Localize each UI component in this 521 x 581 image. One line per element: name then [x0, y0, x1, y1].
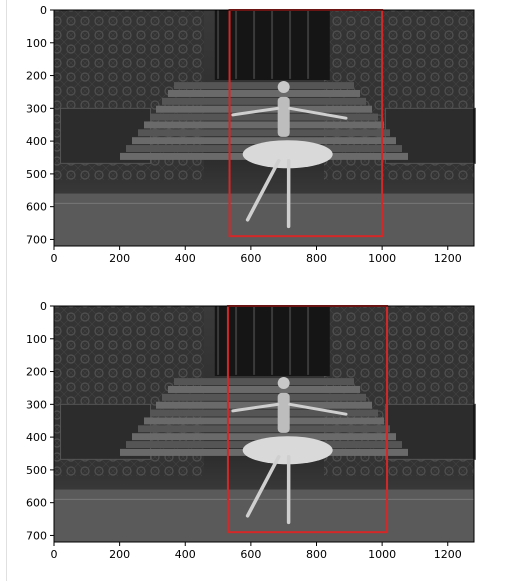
x-tick-label: 1200	[434, 548, 462, 561]
plot-frame-1: 0 200 400 600 800 1000 1200 0 100 200 300 400 500 600…	[8, 0, 508, 270]
plot-frame-2: 0 200 400 600 800 1000 1200 0 100 200 300 400 500 600…	[8, 296, 508, 566]
y-tick-label: 600	[26, 497, 47, 510]
x-tick-label: 200	[109, 548, 130, 561]
axes-frame	[53, 305, 475, 543]
y-tick-label: 0	[40, 300, 47, 313]
x-tick-label: 600	[240, 548, 261, 561]
x-tick-label: 800	[306, 252, 327, 265]
x-tick-label: 800	[306, 548, 327, 561]
y-tick-label: 100	[26, 333, 47, 346]
y-tick-label: 100	[26, 37, 47, 50]
notebook-output-area: 0 200 400 600 800 1000 1200 0 100 200 300 400 500 600…	[8, 0, 521, 581]
y-tick-label: 700	[26, 233, 47, 246]
stage-image	[54, 10, 476, 246]
x-tick-label: 1000	[368, 548, 396, 561]
dancer	[231, 81, 348, 229]
image-plot-2: 0 200 400 600 800 1000 1200 0 100 200 300 400 500 600…	[26, 300, 476, 561]
y-tick-label: 300	[26, 398, 47, 411]
image-plot-1: 0 200 400 600 800 1000 1200 0 100 200 300 400 500 600…	[26, 4, 476, 265]
x-tick-label: 0	[51, 548, 58, 561]
y-tick-label: 200	[26, 70, 47, 83]
y-tick-label: 300	[26, 102, 47, 115]
y-tick-label: 700	[26, 529, 47, 542]
y-tick-label: 400	[26, 135, 47, 148]
cell-gutter	[0, 0, 7, 581]
axes-frame	[53, 9, 475, 247]
x-tick-label: 600	[240, 252, 261, 265]
y-tick-label: 200	[26, 366, 47, 379]
x-tick-label: 1200	[434, 252, 462, 265]
stage-image	[54, 306, 476, 542]
y-tick-label: 500	[26, 464, 47, 477]
x-tick-label: 400	[175, 252, 196, 265]
y-tick-label: 0	[40, 4, 47, 17]
dancer	[231, 377, 348, 525]
x-tick-label: 1000	[368, 252, 396, 265]
y-tick-label: 600	[26, 201, 47, 214]
y-tick-label: 500	[26, 168, 47, 181]
y-tick-label: 400	[26, 431, 47, 444]
x-tick-label: 0	[51, 252, 58, 265]
x-tick-label: 200	[109, 252, 130, 265]
x-tick-label: 400	[175, 548, 196, 561]
